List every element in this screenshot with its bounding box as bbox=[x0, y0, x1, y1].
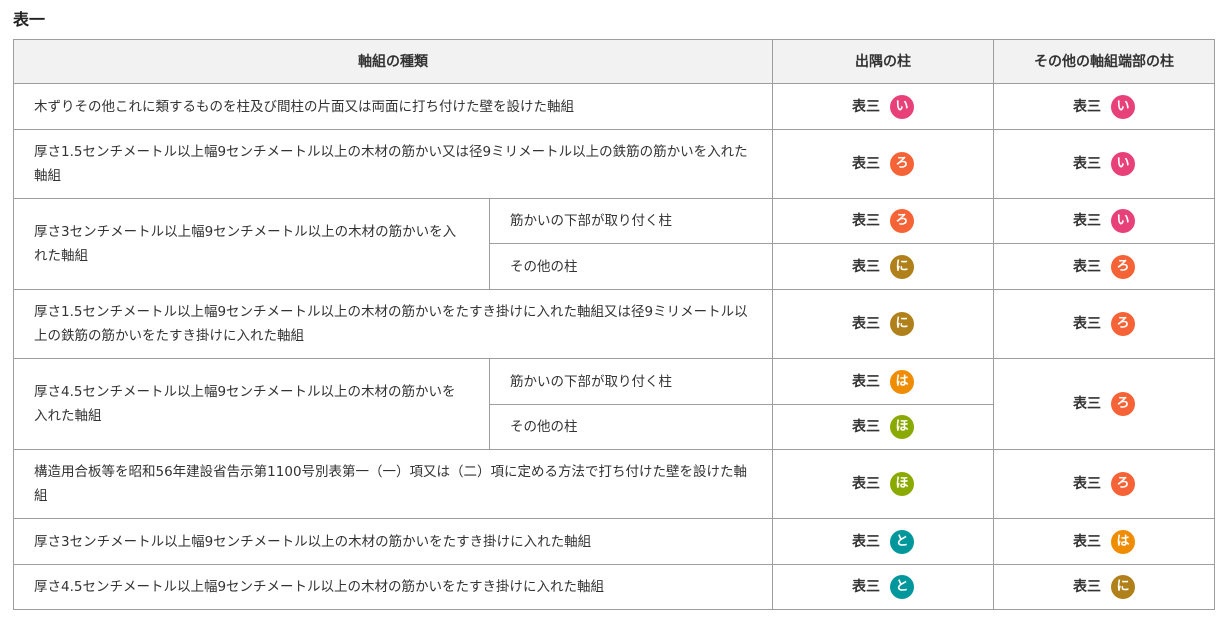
kana-badge: と bbox=[890, 529, 914, 554]
kana-badge: は bbox=[1111, 529, 1135, 554]
kana-badge: い bbox=[890, 94, 914, 119]
corner-cell: 表三に bbox=[772, 289, 994, 359]
table-label: 表三 bbox=[1073, 213, 1101, 229]
kana-badge: ろ bbox=[1111, 472, 1135, 496]
wall-type-cell: 厚さ3センチメートル以上幅9センチメートル以上の木材の筋かいを入れた軸組 bbox=[13, 198, 490, 290]
wall-type-cell: 厚さ1.5センチメートル以上幅9センチメートル以上の木材の筋かいをたすき掛けに入… bbox=[13, 289, 773, 359]
table-label: 表三 bbox=[852, 258, 880, 275]
table-label: 表三 bbox=[852, 579, 880, 595]
table-label: 表三 bbox=[852, 213, 880, 229]
corner-cell: 表三は bbox=[772, 358, 994, 405]
table-row: 厚さ1.5センチメートル以上幅9センチメートル以上の木材の筋かいをたすき掛けに入… bbox=[13, 289, 1215, 359]
wall-type-table: 軸組の種類 出隅の柱 その他の軸組端部の柱 木ずりその他これに類するものを柱及び… bbox=[13, 39, 1215, 610]
kana-badge: ろ bbox=[1111, 254, 1135, 279]
table-label: 表三 bbox=[1073, 476, 1101, 492]
sub-condition-cell: 筋かいの下部が取り付く柱 bbox=[489, 358, 773, 405]
corner-cell: 表三と bbox=[772, 564, 994, 610]
corner-cell: 表三ろ bbox=[772, 129, 994, 199]
wall-type-cell: 厚さ4.5センチメートル以上幅9センチメートル以上の木材の筋かいを入れた軸組 bbox=[13, 358, 490, 450]
kana-badge: に bbox=[890, 254, 914, 279]
table-label: 表三 bbox=[852, 419, 880, 435]
header-wall-type: 軸組の種類 bbox=[13, 39, 773, 84]
kana-badge: い bbox=[1111, 209, 1135, 233]
corner-cell: 表三ほ bbox=[772, 404, 994, 450]
table-row: 厚さ3センチメートル以上幅9センチメートル以上の木材の筋かいを入れた軸組 筋かいの… bbox=[13, 198, 1215, 290]
table-label: 表三 bbox=[852, 476, 880, 492]
other-cell: 表三い bbox=[993, 198, 1215, 244]
table-label: 表三 bbox=[852, 156, 880, 172]
kana-badge: に bbox=[1111, 575, 1135, 599]
kana-badge: い bbox=[1111, 94, 1135, 119]
sub-condition-cell: 筋かいの下部が取り付く柱 bbox=[489, 198, 773, 244]
header-corner-column: 出隅の柱 bbox=[772, 39, 994, 84]
corner-cell: 表三に bbox=[772, 243, 994, 290]
kana-badge: ろ bbox=[890, 152, 914, 176]
other-cell: 表三に bbox=[993, 564, 1215, 610]
table-label: 表三 bbox=[852, 533, 880, 550]
corner-cell: 表三ほ bbox=[772, 449, 994, 519]
table-row: 厚さ4.5センチメートル以上幅9センチメートル以上の木材の筋かいを入れた軸組 筋か… bbox=[13, 358, 1215, 450]
kana-badge: ほ bbox=[890, 415, 914, 439]
wall-type-cell: 厚さ1.5センチメートル以上幅9センチメートル以上の木材の筋かい又は径9ミリメー… bbox=[13, 129, 773, 199]
table-label: 表三 bbox=[852, 373, 880, 390]
wall-type-cell: 厚さ4.5センチメートル以上幅9センチメートル以上の木材の筋かいをたすき掛けに入… bbox=[13, 564, 773, 610]
table-label: 表三 bbox=[1073, 316, 1101, 332]
kana-badge: ほ bbox=[890, 472, 914, 496]
other-cell: 表三い bbox=[993, 83, 1215, 130]
table-label: 表三 bbox=[1073, 98, 1101, 115]
table-row: 厚さ4.5センチメートル以上幅9センチメートル以上の木材の筋かいをたすき掛けに入… bbox=[13, 564, 1215, 610]
table-label: 表三 bbox=[1073, 396, 1101, 412]
other-cell: 表三ろ bbox=[993, 449, 1215, 519]
other-cell: 表三ろ bbox=[993, 358, 1215, 450]
table-row: その他の柱 表三ほ bbox=[14, 404, 1215, 450]
wall-type-cell: 厚さ3センチメートル以上幅9センチメートル以上の木材の筋かいをたすき掛けに入れた… bbox=[13, 518, 773, 565]
kana-badge: に bbox=[890, 312, 914, 336]
wall-type-cell: 構造用合板等を昭和56年建設省告示第1100号別表第一（一）項又は（二）項に定め… bbox=[13, 449, 773, 519]
table-title: 表一 bbox=[13, 10, 46, 29]
corner-cell: 表三と bbox=[772, 518, 994, 565]
corner-cell: 表三ろ bbox=[772, 198, 994, 244]
other-cell: 表三は bbox=[993, 518, 1215, 565]
other-cell: 表三ろ bbox=[993, 289, 1215, 359]
table-label: 表三 bbox=[1073, 258, 1101, 275]
kana-badge: は bbox=[890, 369, 914, 394]
other-cell: 表三い bbox=[993, 129, 1215, 199]
table-row: 厚さ3センチメートル以上幅9センチメートル以上の木材の筋かいをたすき掛けに入れた… bbox=[13, 518, 1215, 565]
header-other-column: その他の軸組端部の柱 bbox=[993, 39, 1215, 84]
kana-badge: ろ bbox=[890, 209, 914, 233]
kana-badge: い bbox=[1111, 152, 1135, 176]
table-label: 表三 bbox=[1073, 156, 1101, 172]
wall-type-cell: 木ずりその他これに類するものを柱及び間柱の片面又は両面に打ち付けた壁を設けた軸組 bbox=[13, 83, 773, 130]
table-label: 表三 bbox=[852, 98, 880, 115]
table-row: 厚さ1.5センチメートル以上幅9センチメートル以上の木材の筋かい又は径9ミリメー… bbox=[13, 129, 1215, 199]
kana-badge: ろ bbox=[1111, 392, 1135, 416]
kana-badge: と bbox=[890, 575, 914, 599]
table-label: 表三 bbox=[852, 316, 880, 332]
table-row: 構造用合板等を昭和56年建設省告示第1100号別表第一（一）項又は（二）項に定め… bbox=[13, 449, 1215, 519]
corner-cell: 表三い bbox=[772, 83, 994, 130]
kana-badge: ろ bbox=[1111, 312, 1135, 336]
table-label: 表三 bbox=[1073, 579, 1101, 595]
other-cell: 表三ろ bbox=[993, 243, 1215, 290]
table-row: 木ずりその他これに類するものを柱及び間柱の片面又は両面に打ち付けた壁を設けた軸組… bbox=[13, 83, 1215, 130]
sub-condition-cell: その他の柱 bbox=[489, 243, 773, 290]
table-label: 表三 bbox=[1073, 533, 1101, 550]
sub-condition-cell: その他の柱 bbox=[489, 404, 773, 450]
